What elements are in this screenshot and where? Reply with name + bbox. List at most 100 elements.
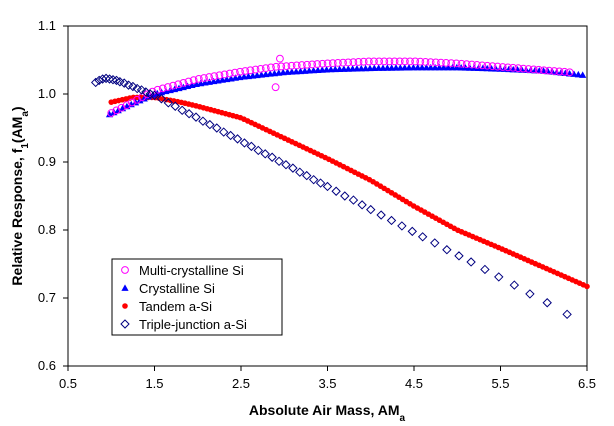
data-point — [328, 59, 337, 68]
data-point — [385, 57, 394, 66]
x-tick-label: 3.5 — [318, 376, 336, 391]
data-point — [442, 245, 452, 255]
x-tick-label: 5.5 — [491, 376, 509, 391]
data-point — [164, 83, 172, 91]
data-point — [498, 63, 507, 71]
data-point — [509, 63, 517, 72]
data-point — [315, 178, 326, 188]
data-point — [565, 68, 574, 77]
data-point — [574, 70, 582, 78]
data-point — [375, 57, 384, 66]
data-point — [359, 57, 368, 66]
x-tick-label: 2.5 — [232, 376, 250, 391]
data-point — [225, 130, 236, 141]
data-point — [542, 298, 552, 308]
series-0 — [107, 54, 574, 117]
data-point — [493, 62, 502, 71]
data-point — [473, 61, 481, 69]
data-point — [525, 289, 535, 299]
data-point — [128, 81, 138, 92]
data-point — [282, 62, 291, 70]
data-point — [158, 84, 167, 93]
data-point — [395, 57, 404, 66]
data-point — [218, 127, 229, 137]
data-point — [430, 238, 440, 248]
data-point — [519, 64, 528, 73]
data-point — [421, 58, 430, 66]
data-point — [287, 61, 296, 70]
data-point — [101, 73, 111, 84]
data-point — [212, 123, 222, 133]
data-point — [267, 152, 277, 162]
series-1 — [105, 63, 587, 118]
data-point — [397, 221, 407, 231]
data-point — [318, 59, 327, 68]
data-point — [426, 58, 435, 67]
data-point — [339, 58, 347, 67]
data-point — [194, 74, 203, 83]
data-point — [140, 94, 148, 102]
series-3 — [90, 73, 572, 320]
data-point — [454, 251, 464, 261]
data-point — [170, 101, 180, 111]
data-point — [241, 67, 250, 75]
data-point — [579, 71, 587, 78]
data-point — [230, 68, 239, 77]
data-point — [480, 264, 490, 275]
data-point — [297, 61, 306, 69]
data-point — [225, 69, 234, 78]
y-axis: 0.6 0.7 0.8 0.9 1.0 1.1 — [38, 18, 68, 373]
data-point — [344, 58, 353, 67]
data-point — [251, 65, 260, 74]
data-point — [184, 109, 194, 119]
data-point — [514, 64, 523, 73]
data-point — [94, 75, 104, 86]
data-point — [322, 181, 333, 192]
data-point — [370, 57, 378, 66]
data-point — [534, 65, 543, 74]
data-point — [163, 98, 174, 108]
data-point — [260, 149, 270, 159]
data-point — [366, 204, 376, 215]
data-point — [555, 67, 564, 76]
data-point — [416, 57, 425, 66]
x-tick-label: 6.5 — [578, 376, 596, 391]
data-point — [348, 195, 359, 205]
legend-marker — [120, 319, 130, 329]
x-tick-label: 1.5 — [145, 376, 163, 391]
data-point — [545, 66, 553, 75]
data-point — [417, 232, 428, 242]
data-point — [550, 67, 559, 75]
data-point — [357, 200, 367, 210]
data-point — [333, 59, 342, 67]
legend-marker — [121, 284, 129, 291]
data-point — [149, 90, 160, 101]
x-tick-label: 0.5 — [59, 376, 77, 391]
data-point — [276, 54, 284, 63]
data-point — [272, 62, 280, 71]
data-point — [271, 83, 280, 92]
data-point — [308, 174, 319, 185]
data-point — [236, 67, 244, 76]
legend: Multi-crystalline Si Crystalline Si Tandem… — [111, 258, 283, 336]
data-point — [503, 63, 512, 72]
data-point — [210, 72, 219, 81]
y-tick-label: 0.9 — [38, 154, 56, 169]
data-point — [560, 67, 569, 76]
data-point — [215, 71, 224, 80]
data-point — [288, 163, 298, 173]
x-tick-label: 4.5 — [405, 376, 423, 391]
data-point — [442, 58, 450, 67]
data-point — [153, 85, 162, 94]
data-point — [267, 63, 275, 72]
data-point — [274, 156, 284, 167]
data-marks — [90, 54, 590, 320]
data-point — [376, 210, 386, 220]
data-point — [457, 59, 466, 68]
data-point — [478, 61, 487, 70]
data-point — [540, 66, 548, 75]
data-point — [156, 94, 167, 104]
data-point — [308, 60, 317, 69]
data-point — [90, 77, 101, 88]
y-axis-title: Relative Response, f1(AMa) — [9, 106, 31, 285]
